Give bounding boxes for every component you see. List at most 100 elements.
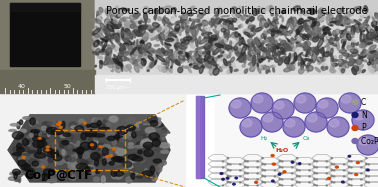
Ellipse shape [253, 95, 263, 103]
Ellipse shape [267, 29, 277, 34]
Ellipse shape [88, 142, 97, 150]
Ellipse shape [158, 36, 161, 39]
Ellipse shape [125, 24, 130, 30]
Ellipse shape [130, 20, 137, 27]
Ellipse shape [122, 51, 128, 57]
Ellipse shape [129, 14, 138, 20]
Ellipse shape [333, 182, 335, 183]
Ellipse shape [232, 28, 238, 30]
Ellipse shape [127, 65, 132, 69]
Ellipse shape [67, 162, 71, 165]
Ellipse shape [220, 54, 225, 59]
Ellipse shape [282, 11, 285, 14]
Ellipse shape [283, 44, 286, 52]
Ellipse shape [341, 95, 351, 103]
Ellipse shape [309, 176, 310, 177]
Ellipse shape [45, 156, 47, 160]
Ellipse shape [336, 16, 344, 25]
Ellipse shape [177, 19, 186, 23]
Ellipse shape [260, 20, 264, 27]
Ellipse shape [292, 34, 295, 38]
Ellipse shape [361, 173, 362, 174]
Ellipse shape [69, 170, 72, 172]
Ellipse shape [132, 153, 139, 159]
Ellipse shape [22, 153, 28, 157]
Ellipse shape [307, 114, 317, 122]
Ellipse shape [134, 30, 143, 36]
Ellipse shape [36, 149, 46, 154]
Bar [10, 3, 80, 66]
Ellipse shape [65, 144, 74, 150]
Ellipse shape [31, 130, 40, 133]
Ellipse shape [58, 141, 68, 148]
Ellipse shape [73, 160, 77, 166]
Ellipse shape [105, 19, 111, 24]
Ellipse shape [245, 179, 246, 180]
Ellipse shape [177, 29, 183, 32]
Ellipse shape [18, 160, 26, 166]
Ellipse shape [329, 119, 339, 127]
Ellipse shape [365, 43, 373, 45]
Ellipse shape [305, 30, 315, 34]
Ellipse shape [268, 37, 274, 42]
Ellipse shape [343, 164, 345, 165]
Ellipse shape [29, 174, 33, 179]
Ellipse shape [243, 29, 251, 34]
Ellipse shape [304, 42, 311, 47]
Ellipse shape [252, 29, 259, 32]
Ellipse shape [209, 68, 214, 71]
Ellipse shape [142, 32, 148, 40]
Ellipse shape [356, 70, 361, 74]
Ellipse shape [194, 39, 197, 46]
Ellipse shape [339, 60, 343, 66]
Ellipse shape [127, 39, 133, 44]
Ellipse shape [164, 17, 170, 24]
Ellipse shape [325, 27, 329, 29]
Ellipse shape [71, 172, 76, 174]
Ellipse shape [317, 28, 321, 31]
Ellipse shape [17, 147, 24, 152]
Ellipse shape [106, 27, 108, 36]
Ellipse shape [131, 56, 138, 66]
Ellipse shape [103, 151, 112, 157]
Ellipse shape [260, 65, 265, 66]
Ellipse shape [143, 49, 152, 55]
Ellipse shape [114, 171, 123, 176]
Ellipse shape [27, 168, 30, 175]
Ellipse shape [36, 131, 42, 137]
Ellipse shape [356, 162, 359, 164]
Ellipse shape [291, 62, 295, 64]
Ellipse shape [362, 32, 364, 34]
Ellipse shape [346, 33, 351, 40]
Ellipse shape [20, 120, 23, 125]
Ellipse shape [23, 153, 30, 156]
Ellipse shape [145, 35, 152, 38]
Ellipse shape [106, 47, 112, 55]
Ellipse shape [107, 136, 115, 140]
Ellipse shape [107, 58, 113, 64]
Ellipse shape [363, 22, 365, 30]
Ellipse shape [105, 55, 109, 60]
Ellipse shape [304, 35, 308, 36]
Ellipse shape [93, 143, 98, 150]
Ellipse shape [162, 29, 164, 33]
Ellipse shape [56, 122, 62, 127]
Ellipse shape [71, 175, 76, 181]
Ellipse shape [274, 57, 277, 62]
Ellipse shape [192, 40, 193, 45]
Ellipse shape [239, 37, 245, 45]
Ellipse shape [159, 34, 163, 45]
Ellipse shape [223, 20, 229, 25]
Ellipse shape [140, 47, 147, 53]
Ellipse shape [268, 57, 271, 62]
Ellipse shape [321, 12, 325, 16]
Ellipse shape [209, 36, 212, 44]
Ellipse shape [278, 27, 287, 33]
Ellipse shape [113, 17, 119, 24]
Ellipse shape [327, 47, 330, 51]
Ellipse shape [224, 29, 229, 36]
Ellipse shape [359, 18, 361, 21]
Ellipse shape [111, 19, 118, 25]
Ellipse shape [186, 26, 189, 30]
Ellipse shape [213, 35, 218, 40]
